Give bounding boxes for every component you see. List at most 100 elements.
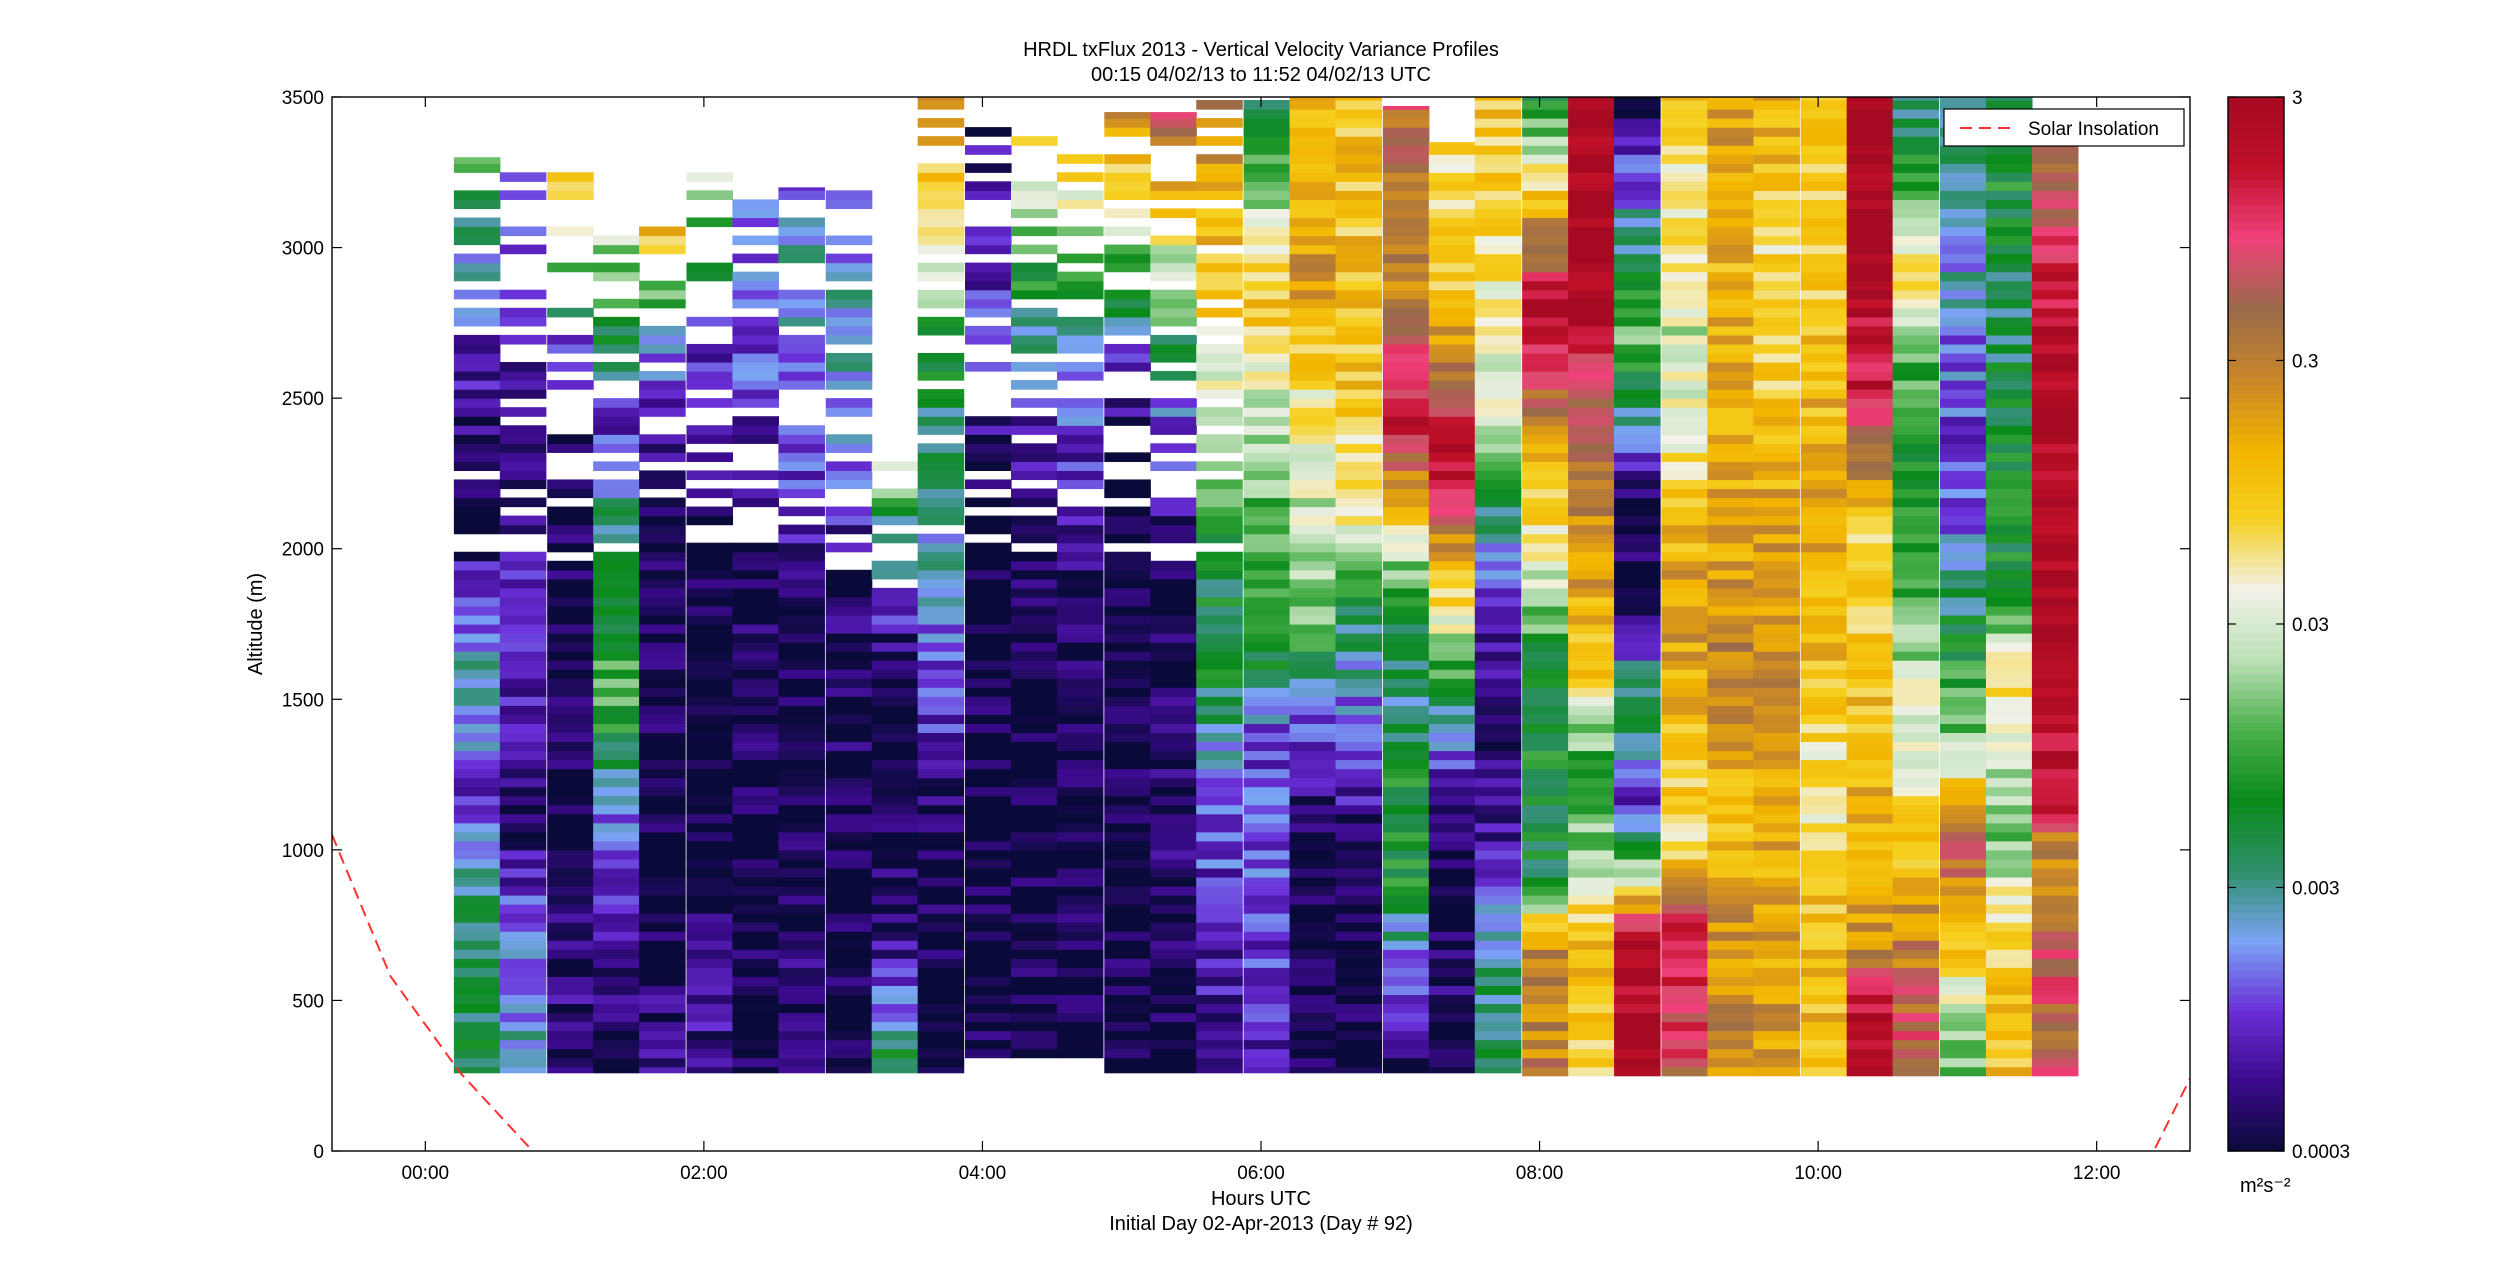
heatmap-cell — [686, 425, 734, 435]
heatmap-cell — [1335, 352, 1383, 363]
heatmap-cell — [1474, 669, 1522, 679]
heatmap-cell — [1614, 849, 1661, 860]
heatmap-cell — [499, 678, 547, 688]
heatmap-cell — [547, 307, 594, 318]
heatmap-cell — [1522, 181, 1569, 191]
heatmap-cell — [1289, 217, 1337, 228]
heatmap-cell — [1522, 1066, 1569, 1077]
heatmap-cell — [1707, 669, 1754, 679]
heatmap-cell — [1661, 1039, 1708, 1050]
heatmap-cell — [1196, 100, 1243, 110]
heatmap-cell — [1335, 217, 1383, 228]
heatmap-cell — [1753, 750, 1800, 761]
heatmap-cell — [1846, 569, 1894, 580]
heatmap-cell — [1892, 190, 1940, 200]
heatmap-cell — [1568, 97, 1615, 101]
heatmap-cell — [1568, 199, 1615, 210]
heatmap-cell — [1661, 470, 1708, 481]
heatmap-cell — [778, 678, 825, 688]
heatmap-cell — [2031, 994, 2079, 1005]
heatmap-cell — [2031, 696, 2079, 706]
heatmap-cell — [1753, 940, 1800, 950]
heatmap-cell — [593, 795, 640, 806]
heatmap-cell — [1056, 651, 1104, 661]
heatmap-cell — [1846, 506, 1894, 517]
colorbar-segment — [2228, 903, 2284, 913]
heatmap-cell — [1892, 217, 1940, 228]
heatmap-cell — [778, 551, 825, 562]
heatmap-cell — [917, 506, 965, 517]
heatmap-cell — [825, 913, 873, 923]
heatmap-cell — [593, 768, 640, 779]
colorbar-segment — [2228, 978, 2284, 987]
heatmap-cell — [825, 1057, 873, 1068]
heatmap-cell — [1614, 253, 1661, 264]
heatmap-cell — [871, 642, 919, 652]
heatmap-cell — [1614, 732, 1661, 743]
heatmap-cell — [1522, 542, 1569, 553]
heatmap-cell — [1056, 325, 1104, 336]
heatmap-cell — [1800, 443, 1848, 453]
heatmap-cell — [547, 380, 594, 390]
heatmap-cell — [639, 732, 686, 743]
heatmap-cell — [1568, 976, 1615, 986]
heatmap-cell — [1892, 985, 1940, 995]
heatmap-cell — [778, 705, 825, 715]
heatmap-cell — [1335, 1039, 1383, 1050]
heatmap-cell — [1800, 605, 1848, 616]
heatmap-cell — [917, 768, 965, 779]
heatmap-cell — [1196, 325, 1243, 336]
heatmap-cell — [1104, 262, 1151, 273]
heatmap-cell — [593, 642, 640, 652]
heatmap-cell — [1243, 560, 1291, 571]
heatmap-cell — [1939, 488, 1987, 499]
heatmap-cell — [732, 669, 779, 679]
heatmap-cell — [1428, 958, 1476, 968]
heatmap-cell — [778, 560, 825, 571]
heatmap-cell — [1196, 795, 1243, 806]
heatmap-cell — [825, 298, 873, 309]
heatmap-cell — [1010, 380, 1058, 390]
heatmap-cell — [1428, 497, 1476, 508]
heatmap-cell — [1985, 714, 2033, 724]
heatmap-cell — [1939, 190, 1987, 200]
heatmap-cell — [825, 931, 873, 941]
heatmap-cell — [1522, 100, 1569, 110]
heatmap-cell — [1568, 425, 1615, 435]
heatmap-cell — [1800, 867, 1848, 878]
heatmap-cell — [1428, 723, 1476, 734]
heatmap-cell — [639, 515, 686, 526]
heatmap-cell — [1846, 723, 1894, 734]
heatmap-cell — [1335, 967, 1383, 977]
heatmap-cell — [1661, 750, 1708, 761]
heatmap-cell — [917, 488, 965, 499]
heatmap-cell — [1800, 1048, 1848, 1059]
heatmap-cell — [1707, 840, 1754, 851]
heatmap-cell — [871, 687, 919, 697]
heatmap-cell — [1939, 154, 1987, 164]
heatmap-cell — [1985, 904, 2033, 914]
heatmap-cell — [1522, 885, 1569, 896]
heatmap-cell — [1800, 371, 1848, 381]
heatmap-cell — [1428, 922, 1476, 932]
heatmap-cell — [917, 587, 965, 598]
heatmap-cell — [1753, 1066, 1800, 1077]
heatmap-cell — [1846, 298, 1894, 309]
heatmap-cell — [1335, 235, 1383, 246]
heatmap-cell — [453, 633, 501, 643]
colorbar-segment — [2228, 492, 2284, 502]
heatmap-cell — [1474, 895, 1522, 905]
heatmap-cell — [965, 1048, 1012, 1059]
heatmap-cell — [639, 687, 686, 697]
heatmap-cell — [686, 217, 734, 228]
heatmap-cell — [1428, 271, 1476, 282]
heatmap-cell — [1335, 109, 1383, 119]
heatmap-cell — [453, 1048, 501, 1059]
heatmap-cell — [1104, 253, 1151, 264]
heatmap-cell — [1196, 596, 1243, 607]
heatmap-cell — [1289, 398, 1337, 408]
heatmap-cell — [1661, 759, 1708, 770]
heatmap-cell — [453, 190, 501, 200]
heatmap-cell — [1522, 352, 1569, 363]
heatmap-cell — [1985, 940, 2033, 950]
